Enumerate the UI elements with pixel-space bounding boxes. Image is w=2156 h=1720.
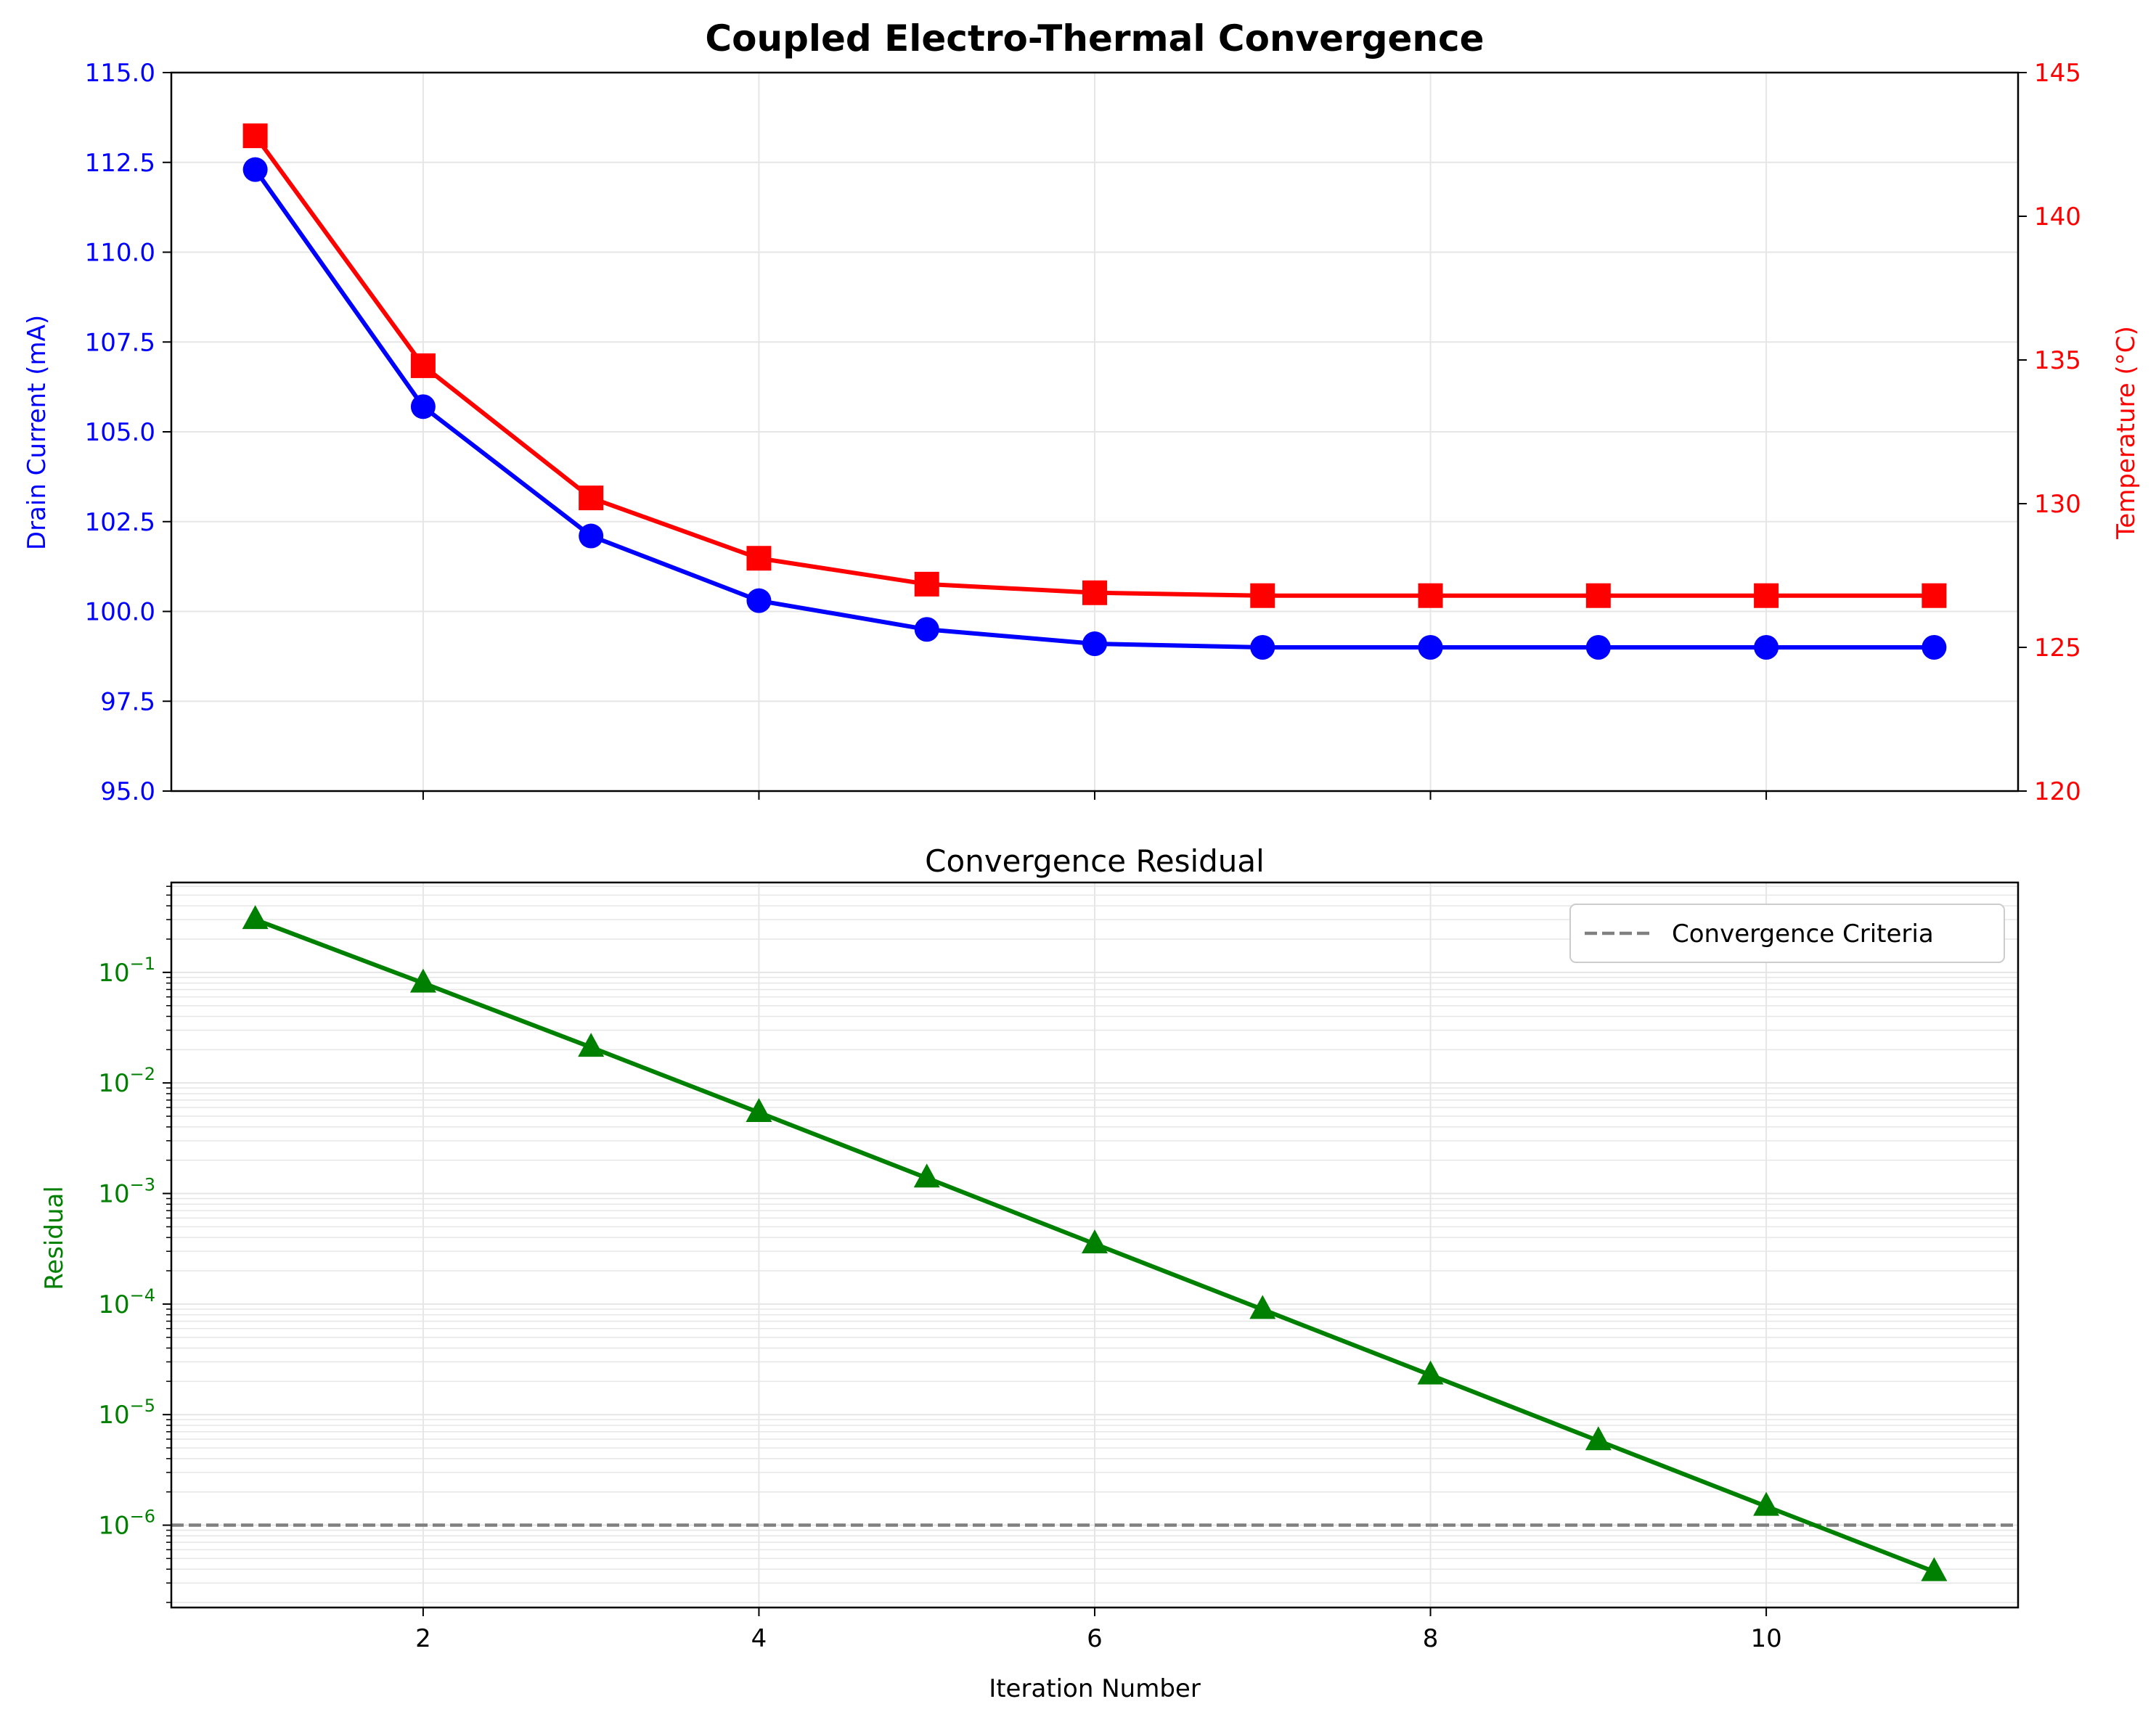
- top-left-ylabel: Drain Current (mA): [23, 315, 52, 550]
- residual-point: [409, 968, 436, 993]
- drain-current-point: [1250, 635, 1275, 660]
- temperature-point: [746, 546, 772, 571]
- bottom-axes: 10−1 10−2 10−3 10−4 10−5 10−6 2 4 6 8 10: [98, 881, 2020, 1653]
- legend: Convergence Criteria: [1569, 904, 2005, 963]
- bottom-xtick-label: 10: [1750, 1624, 1781, 1653]
- bottom-xtick-label: 4: [751, 1624, 767, 1653]
- top-right-ytick-label: 140: [2034, 202, 2081, 232]
- top-series-layer: [242, 123, 1947, 660]
- residual-point: [1921, 1557, 1948, 1581]
- temperature-point: [410, 353, 436, 378]
- top-left-ytick-label: 112.5: [85, 149, 155, 178]
- drain-current-point: [914, 617, 939, 642]
- residual-point: [1249, 1295, 1276, 1319]
- top-left-ytick-label: 102.5: [85, 508, 155, 537]
- bottom-panel: Convergence Residual 10−110−210−310−410−…: [40, 843, 2020, 1703]
- legend-criteria-label: Convergence Criteria: [1672, 920, 1934, 949]
- bottom-xlabel: Iteration Number: [989, 1674, 1201, 1703]
- residual-point: [1585, 1426, 1612, 1451]
- bottom-xtick-label: 8: [1423, 1624, 1439, 1653]
- temperature-point: [1922, 583, 1947, 608]
- drain-current-point: [1754, 635, 1779, 660]
- temperature-point: [1082, 580, 1107, 605]
- temperature-point: [579, 486, 604, 511]
- temperature-point: [1754, 583, 1779, 608]
- drain-current-point: [579, 523, 604, 549]
- top-axes: 95.0 97.5 100.0 102.5 105.0 107.5 110.0 112.5 11…: [85, 59, 2081, 806]
- bottom-series-layer: [171, 905, 2018, 1581]
- bottom-ylabel: Residual: [40, 1186, 69, 1290]
- residual-point: [1417, 1360, 1444, 1385]
- bottom-ytick-label: 10−5: [98, 1396, 155, 1430]
- temperature-point: [1418, 583, 1443, 608]
- bottom-ytick-label: 10−4: [98, 1285, 155, 1319]
- drain-current-point: [1082, 631, 1107, 657]
- residual-point: [578, 1033, 605, 1057]
- residual-point: [913, 1163, 940, 1188]
- top-chart-title: Coupled Electro-Thermal Convergence: [705, 17, 1484, 60]
- top-left-ytick-label: 107.5: [85, 328, 155, 357]
- bottom-ytick-label: 10−3: [98, 1175, 155, 1209]
- top-left-ytick-label: 95.0: [100, 777, 155, 806]
- top-right-ytick-label: 120: [2034, 777, 2081, 806]
- bottom-ytick-label: 10−1: [98, 954, 155, 988]
- bottom-chart-title: Convergence Residual: [925, 843, 1265, 879]
- top-right-ytick-label: 135: [2034, 346, 2081, 375]
- drain-current-point: [746, 588, 772, 613]
- drain-current-point: [410, 394, 436, 419]
- temperature-point: [1585, 583, 1611, 608]
- top-left-ytick-label: 100.0: [85, 598, 155, 627]
- residual-point: [746, 1097, 772, 1122]
- temperature-point: [242, 123, 268, 149]
- top-left-ytick-label: 110.0: [85, 239, 155, 268]
- drain-current-point: [1418, 635, 1443, 660]
- top-panel: Coupled Electro-Thermal Convergence 95.0…: [23, 17, 2141, 806]
- drain-current-point: [1922, 635, 1947, 660]
- top-left-ytick-label: 97.5: [100, 687, 155, 716]
- temperature-point: [1250, 583, 1275, 608]
- top-left-ytick-label: 115.0: [85, 59, 155, 88]
- residual-point: [1082, 1229, 1108, 1253]
- top-left-ytick-label: 105.0: [85, 418, 155, 447]
- drain-current-point: [1585, 635, 1611, 660]
- residual-point: [1753, 1491, 1780, 1516]
- bottom-ytick-label: 10−6: [98, 1507, 155, 1541]
- top-grid: [171, 72, 2018, 792]
- drain-current-point: [242, 157, 268, 182]
- temperature-point: [914, 571, 939, 597]
- top-axes-frame: [170, 71, 2020, 793]
- bottom-grid: [171, 882, 2018, 1608]
- bottom-xtick-label: 2: [415, 1624, 431, 1653]
- bottom-xtick-label: 6: [1087, 1624, 1103, 1653]
- top-right-ylabel: Temperature (°C): [2112, 326, 2141, 539]
- top-right-ytick-label: 130: [2034, 490, 2081, 519]
- legend-box: [1569, 904, 2005, 963]
- top-right-ytick-label: 145: [2034, 59, 2081, 88]
- bottom-axes-frame: [170, 881, 2020, 1609]
- bottom-ytick-label: 10−2: [98, 1064, 155, 1098]
- top-right-ytick-label: 125: [2034, 634, 2081, 663]
- residual-point: [242, 905, 269, 930]
